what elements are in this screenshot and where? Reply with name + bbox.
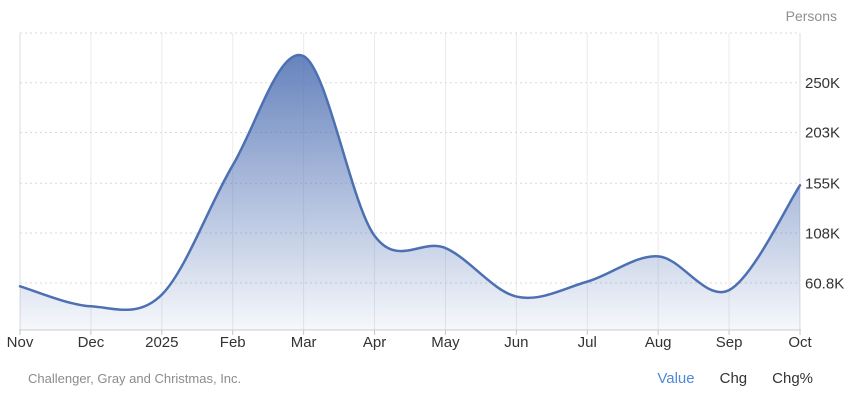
value-link[interactable]: Value — [657, 370, 695, 387]
chg-pct-link[interactable]: Chg% — [772, 370, 813, 387]
x-axis-label: 2025 — [145, 334, 178, 351]
x-axis-label: Aug — [645, 334, 672, 351]
chg-link[interactable]: Chg — [719, 370, 748, 387]
y-axis-label: 108K — [805, 225, 840, 242]
series-area-fill — [20, 54, 800, 330]
y-axis-unit-label: Persons — [785, 8, 837, 24]
x-axis-ticks — [19, 330, 801, 335]
x-axis-label: May — [431, 334, 460, 351]
display-mode-switcher: Value Chg Chg% — [657, 370, 813, 387]
x-axis-label: Jun — [504, 334, 528, 351]
x-axis-label: Nov — [7, 334, 34, 351]
source-attribution: Challenger, Gray and Christmas, Inc. — [28, 371, 242, 386]
y-axis-labels: 60.8K 108K 155K 203K 250K — [805, 75, 844, 292]
x-axis-label: Dec — [78, 334, 105, 351]
y-axis-label: 60.8K — [805, 275, 844, 292]
y-axis-label: 155K — [805, 176, 840, 193]
x-axis-label: Sep — [716, 334, 743, 351]
job-cuts-area-chart[interactable]: Nov Dec 2025 Feb Mar Apr May Jun Jul Aug Sep Oct 60… — [0, 0, 848, 360]
x-axis-label: Mar — [291, 334, 317, 351]
x-axis-labels: Nov Dec 2025 Feb Mar Apr May Jun Jul Aug Sep Oct — [7, 334, 813, 351]
x-axis-label: Feb — [220, 334, 246, 351]
x-axis-label: Apr — [363, 334, 386, 351]
y-axis-label: 250K — [805, 75, 840, 92]
x-axis-label: Jul — [578, 334, 597, 351]
series-line — [18, 53, 802, 312]
y-axis-label: 203K — [805, 125, 840, 142]
x-axis-label: Oct — [788, 334, 812, 351]
